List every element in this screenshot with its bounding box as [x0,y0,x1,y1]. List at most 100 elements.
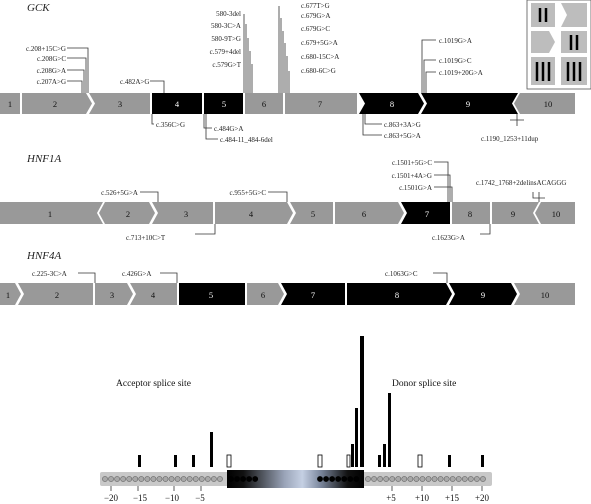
mutation-label: c.1190_1253+11dup [481,135,539,143]
tick-label: +20 [475,493,490,503]
gene-title-hnf1a: HNF1A [26,153,62,165]
position-dot [353,476,360,482]
mutation-label: c.1019G>C [439,57,472,65]
hnf1a-exon-2 [99,202,155,224]
mutation-label: c.1019G>A [439,37,472,45]
position-dot [234,476,240,482]
hnf1a-exon-9 [492,202,539,224]
position-dot [174,476,181,482]
position-dot [126,476,133,482]
splice-site-histogram: Acceptor splice site Donor splice site [100,336,492,503]
position-dot [480,476,486,482]
hnf4a-exon-10-label: 10 [541,290,550,300]
hnf1a-exon-4 [215,202,293,224]
count-bar [360,336,364,467]
position-dot [198,476,205,482]
count-bar [210,432,213,467]
gene-hnf1a: HNF1A 1 2 3 4 5 6 7 8 9 10 c.526+5G>A [0,153,575,242]
hnf4a-exon-5-label: 5 [209,290,213,300]
position-dot [395,476,402,482]
splice-bars [138,336,484,468]
hnf4a-exon-10 [514,283,575,305]
gck-exon-4-label: 4 [175,99,180,109]
mutation-label: c.680-15C>A [301,53,339,61]
hnf4a-exon-1 [0,283,21,305]
position-dot [156,476,163,482]
hnf4a-exon-7-label: 7 [311,290,315,300]
hnf1a-exon-8 [452,202,490,224]
position-dot [419,476,426,482]
position-dot [132,476,139,482]
gck-exon-10-label: 10 [544,99,553,109]
exon-block [227,470,364,488]
gck-annot-group-a: c.208+15C>G c.208G>C c.208G>A c.207A>G [26,45,89,93]
hnf1a-exon-2-label: 2 [126,209,130,219]
position-dot [150,476,157,482]
gck-exon-10 [514,93,575,114]
hnf1a-exon-7-label: 7 [425,209,429,219]
position-dot [467,476,474,482]
position-dot [102,476,108,482]
position-dot [347,476,354,482]
mutation-label: c.679+5G>A [301,39,338,47]
mutation-label: c.955+5G>C [230,189,267,197]
gck-exon-track: 1 2 3 4 5 6 7 8 9 10 [0,93,575,114]
mutation-label: c.679G>C [301,25,330,33]
position-dot [162,476,169,482]
mutation-label: c.1623G>A [432,234,465,242]
hnf4a-exon-8 [347,283,452,305]
count-bar [417,454,423,468]
donor-splice-site-label: Donor splice site [392,379,456,389]
position-dot [252,476,259,482]
position-dot [335,476,342,482]
mutation-label: c.1501G>A [399,184,432,192]
position-circles [102,476,486,482]
hnf4a-annot: c.225-3C>A c.426G>A c.1063G>C [32,270,448,283]
hnf4a-exon-8-label: 8 [395,290,399,300]
position-dot [449,476,456,482]
position-dot [192,476,199,482]
hnf4a-exon-6-label: 6 [261,290,265,300]
mutation-label: c.482A>G [120,78,149,86]
hnf1a-exon-7 [401,202,450,224]
tick-label: +10 [415,493,430,503]
hnf1a-exon-4-label: 4 [249,209,254,219]
tick-label: −15 [133,493,148,503]
gene-hnf4a: HNF4A 1 2 3 4 5 6 7 8 9 10 c.225-3C>A [0,250,575,305]
mutation-label: c.208+15C>G [26,45,66,53]
position-dot [407,476,414,482]
count-bar [138,455,141,467]
gck-exon-2 [22,93,92,114]
position-dot [377,476,383,482]
hnf4a-exon-1-label: 1 [6,290,10,300]
mutation-label: c.863+3A>G [384,121,421,129]
position-dot [120,476,127,482]
position-dot [443,476,450,482]
hnf4a-exon-track: 1 2 3 4 5 6 7 8 9 10 [0,283,575,305]
gck-exon-5-label: 5 [222,99,226,109]
gck-exon-2-label: 2 [53,99,57,109]
gck-exon-6 [245,93,283,114]
gck-exon-4 [152,93,202,114]
gck-exon-3 [89,93,150,114]
tick-label: −20 [104,493,119,503]
mutation-label: c.526+5G>A [101,189,138,197]
mutation-label: 580-3C>A [211,22,241,30]
count-bar [317,454,323,468]
hnf4a-exon-2 [18,283,93,305]
gck-exon-8 [359,93,424,114]
tick-label: +15 [445,493,460,503]
position-dot [431,476,438,482]
position-dot [473,476,480,482]
position-dot [217,476,223,482]
gck-annot-group-b: 580-3del 580-3C>A 580-9T>G c.579+4del c.… [210,10,253,93]
hnf4a-exon-3 [95,283,133,305]
mutation-label: c.1063G>C [385,270,418,278]
mutation-label: c.1019+20G>A [439,69,483,77]
position-dot [329,476,335,482]
count-bar [174,455,177,467]
hnf1a-exon-3 [152,202,213,224]
position-dot [108,476,114,482]
hnf4a-exon-7 [281,283,345,305]
gck-annot-group-d: c.677T>G c.679G>A c.679G>C c.679+5G>A c.… [278,2,339,93]
